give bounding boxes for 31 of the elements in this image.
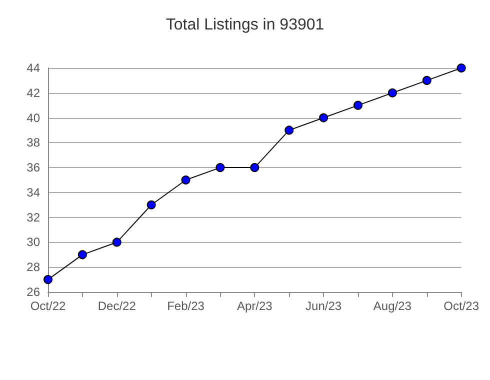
x-tick-label: Feb/23 bbox=[167, 299, 205, 313]
x-tick-label: Jun/23 bbox=[306, 299, 342, 313]
point bbox=[216, 163, 225, 172]
point bbox=[422, 76, 432, 85]
x-tick-label: Apr/23 bbox=[236, 299, 273, 313]
point bbox=[112, 238, 122, 247]
x-tick-label: Oct/23 bbox=[444, 299, 480, 313]
chart-title: Total Listings in 93901 bbox=[166, 16, 324, 34]
point bbox=[284, 126, 294, 135]
y-tick-label: 44 bbox=[26, 61, 40, 75]
y-tick-label: 26 bbox=[26, 285, 40, 299]
y-tick-label: 34 bbox=[26, 185, 40, 200]
y-tick-label: 38 bbox=[26, 136, 40, 150]
point bbox=[146, 200, 156, 210]
y-tick-label: 32 bbox=[26, 210, 40, 224]
point bbox=[388, 88, 397, 98]
point bbox=[319, 113, 328, 122]
x-tick-label: Dec/22 bbox=[98, 299, 136, 313]
x-tick-label: Aug/23 bbox=[373, 299, 412, 313]
x-tick-label: Oct/22 bbox=[30, 299, 66, 313]
point bbox=[250, 163, 260, 172]
y-tick-label: 42 bbox=[26, 86, 40, 100]
point bbox=[456, 64, 466, 72]
point bbox=[78, 250, 87, 260]
y-tick-label: 30 bbox=[26, 235, 40, 250]
y-tick-label: 36 bbox=[26, 160, 40, 175]
y-tick-label: 28 bbox=[26, 260, 40, 274]
point bbox=[181, 176, 190, 184]
y-tick-label: 40 bbox=[26, 110, 40, 125]
point bbox=[44, 275, 52, 284]
point bbox=[354, 100, 362, 110]
